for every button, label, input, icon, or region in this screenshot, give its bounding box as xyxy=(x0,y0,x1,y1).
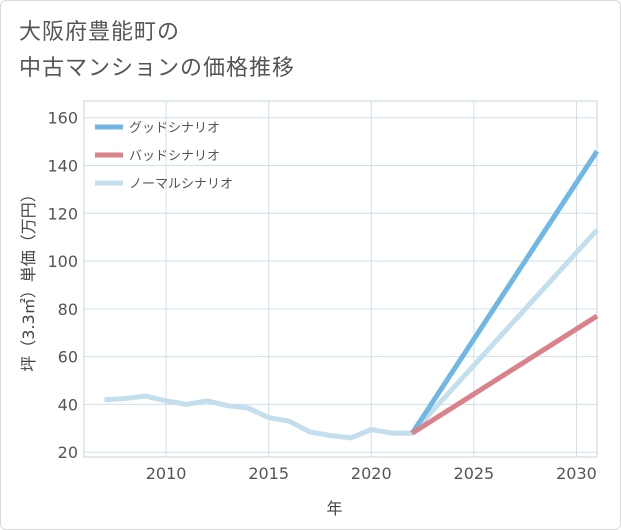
x-tick-label: 2030 xyxy=(556,464,597,483)
x-tick-label: 2025 xyxy=(454,464,495,483)
y-tick-label: 140 xyxy=(47,157,78,176)
chart-title: 大阪府豊能町の 中古マンションの価格推移 xyxy=(19,15,295,87)
y-tick-label: 120 xyxy=(47,204,78,223)
x-tick-label: 2015 xyxy=(248,464,289,483)
y-tick-label: 40 xyxy=(58,395,78,414)
series-line-1 xyxy=(410,313,599,436)
y-tick-label: 160 xyxy=(47,109,78,128)
y-tick-label: 60 xyxy=(58,348,78,367)
chart-title-line-2: 中古マンションの価格推移 xyxy=(19,56,296,81)
legend-label: バッドシナリオ xyxy=(129,149,220,164)
y-axis-label: 坪（3.3㎡）単価（万円） xyxy=(19,186,38,371)
x-tick-label: 2010 xyxy=(146,464,187,483)
chart-title-line-1: 大阪府豊能町の xyxy=(19,20,181,45)
grid-lines xyxy=(84,101,597,457)
plot-area-border xyxy=(83,100,598,458)
y-tick-label: 20 xyxy=(58,443,78,462)
series-line-0 xyxy=(410,149,600,435)
legend-label: グッドシナリオ xyxy=(129,121,220,136)
legend-label: ノーマルシナリオ xyxy=(129,177,233,192)
y-tick-label: 100 xyxy=(47,252,78,271)
series-line-2 xyxy=(104,228,599,441)
y-tick-label: 80 xyxy=(58,300,78,319)
x-tick-label: 2020 xyxy=(351,464,392,483)
x-axis-label: 年 xyxy=(326,499,342,518)
